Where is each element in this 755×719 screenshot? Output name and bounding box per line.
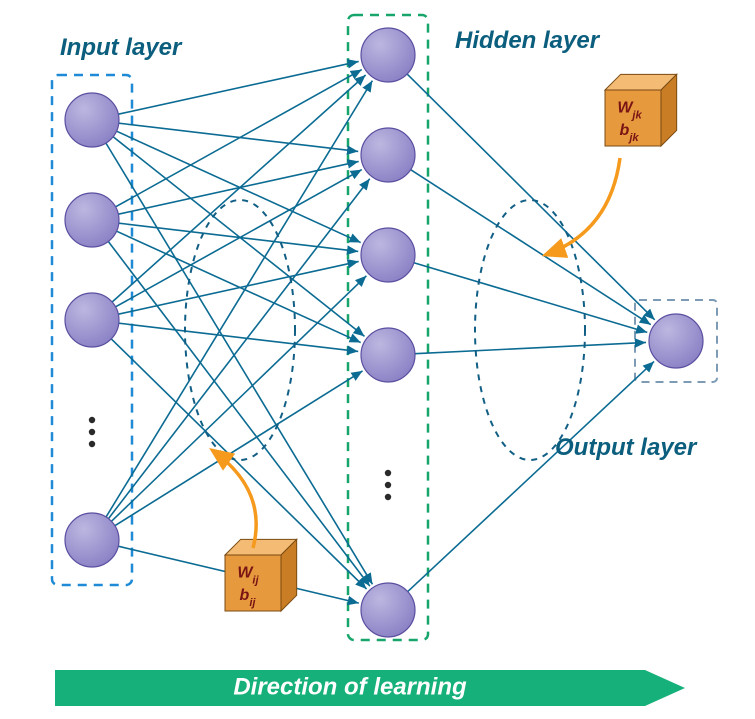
hidden-node-4 [361, 583, 415, 637]
input-node-1 [65, 193, 119, 247]
hidden-ellipsis [385, 470, 391, 500]
hidden-node-2 [361, 228, 415, 282]
hidden-label: Hidden layer [455, 27, 601, 54]
ellipse-between-1 [185, 200, 295, 460]
edges-hidden-output [407, 74, 655, 592]
cube-wij-arrow [212, 450, 256, 548]
input-node-3 [65, 513, 119, 567]
ellipse-between-2 [475, 200, 585, 460]
input-ellipsis [89, 417, 95, 447]
direction-label: Direction of learning [233, 673, 467, 700]
output-node [649, 314, 703, 368]
edges-input-hidden [106, 61, 373, 603]
input-node-0 [65, 93, 119, 147]
cube-wjk-arrow [545, 158, 620, 255]
input-label: Input layer [60, 34, 183, 61]
cube-wij: Wijbij [225, 539, 297, 611]
hidden-node-0 [361, 28, 415, 82]
hidden-node-1 [361, 128, 415, 182]
output-label: Output layer [555, 434, 698, 461]
cube-wjk: Wjkbjk [605, 74, 677, 146]
input-node-2 [65, 293, 119, 347]
hidden-node-3 [361, 328, 415, 382]
